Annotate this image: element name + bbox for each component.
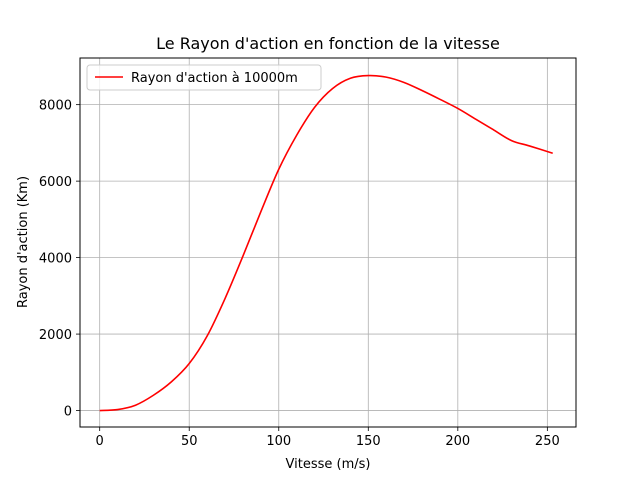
y-tick-label: 8000	[39, 99, 72, 114]
x-tick-label: 50	[181, 434, 198, 449]
series-line	[99, 74, 553, 412]
axes-frame	[79, 57, 577, 428]
y-axis-label: Rayon d'action (Km)	[16, 176, 31, 308]
x-tick-label: 150	[356, 434, 381, 449]
series-lines	[99, 74, 553, 412]
x-tick-label: 0	[96, 434, 104, 449]
y-tick-label: 4000	[39, 252, 72, 267]
grid-lines	[80, 58, 576, 427]
x-tick-label: 200	[445, 434, 470, 449]
chart-title: Le Rayon d'action en fonction de la vite…	[156, 34, 500, 53]
y-tick-label: 2000	[39, 328, 72, 343]
x-tick-label: 250	[535, 434, 560, 449]
legend: Rayon d'action à 10000m	[86, 64, 322, 91]
x-axis-label: Vitesse (m/s)	[286, 457, 371, 472]
y-tick-label: 0	[64, 405, 72, 420]
legend-box	[86, 64, 322, 91]
y-tick-label: 6000	[39, 175, 72, 190]
legend-label: Rayon d'action à 10000m	[131, 71, 298, 86]
x-tick-label: 100	[266, 434, 291, 449]
axis-ticks: 0 50 100 150 200 250 0 2000 4000 6000 8000	[39, 99, 560, 449]
